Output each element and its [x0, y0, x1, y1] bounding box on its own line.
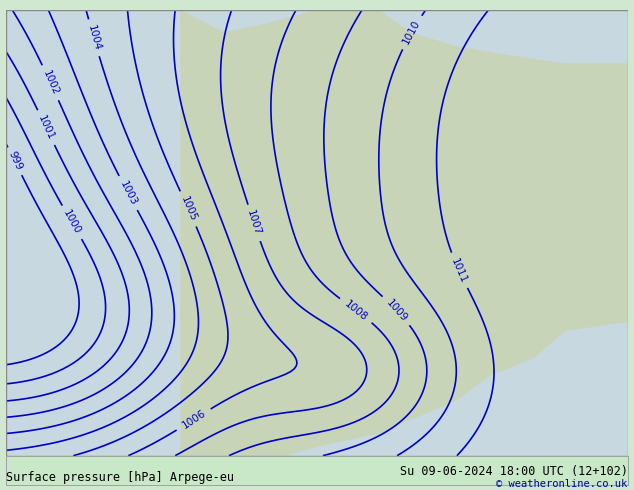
Text: 1010: 1010	[401, 18, 422, 46]
Text: 1009: 1009	[384, 297, 409, 323]
Text: 1003: 1003	[118, 179, 138, 207]
Polygon shape	[180, 10, 628, 456]
Text: Surface pressure [hPa] Arpege-eu: Surface pressure [hPa] Arpege-eu	[6, 471, 235, 484]
Text: 1000: 1000	[61, 208, 82, 236]
Text: 1011: 1011	[450, 256, 469, 285]
Text: 1006: 1006	[180, 408, 207, 431]
Text: 999: 999	[6, 150, 23, 172]
Text: Su 09-06-2024 18:00 UTC (12+102): Su 09-06-2024 18:00 UTC (12+102)	[399, 465, 628, 478]
Text: 1001: 1001	[36, 114, 56, 142]
Text: 1002: 1002	[41, 69, 60, 97]
Text: 1007: 1007	[245, 209, 262, 237]
Text: © weatheronline.co.uk: © weatheronline.co.uk	[496, 479, 628, 489]
Bar	[6, 456, 628, 485]
Text: 1008: 1008	[343, 298, 370, 322]
Text: 1004: 1004	[86, 24, 102, 52]
Text: 1005: 1005	[179, 195, 198, 223]
